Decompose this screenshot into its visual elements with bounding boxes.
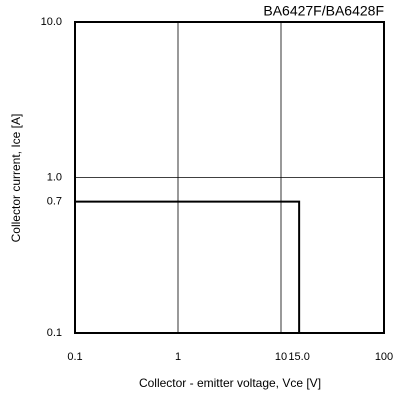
data-line xyxy=(75,200,301,333)
y-tick-label: 1.0 xyxy=(47,171,62,183)
x-tick-label: 1 xyxy=(175,351,181,363)
y-tick-label: 0.1 xyxy=(47,327,62,339)
x-tick-label: 100 xyxy=(375,351,393,363)
chart-title: BA6427F/BA6428F xyxy=(263,3,384,19)
x-axis-label: Collector - emitter voltage, Vce [V] xyxy=(139,376,321,390)
y-tick-label: 0.7 xyxy=(47,195,62,207)
x-tick-label: 15.0 xyxy=(288,351,309,363)
x-tick-label: 10 xyxy=(275,351,287,363)
plot-frame xyxy=(74,21,385,334)
y-tick-label: 10.0 xyxy=(41,16,62,28)
y-axis-label: Collector current, Ice [A] xyxy=(9,114,23,243)
x-tick-label: 0.1 xyxy=(67,351,82,363)
